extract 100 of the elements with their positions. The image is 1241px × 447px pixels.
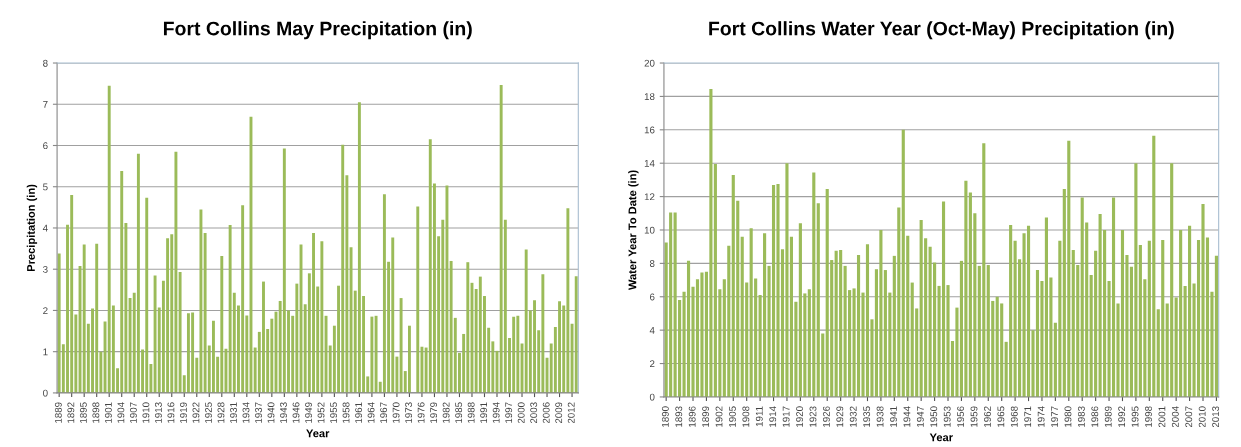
bar — [499, 84, 503, 393]
y-tick-label: 4 — [649, 326, 655, 334]
bar — [897, 207, 901, 397]
x-tick-label: 1998 — [1145, 406, 1152, 427]
y-tick-label: 8 — [649, 260, 655, 267]
bar — [1009, 224, 1013, 397]
y-tick-label: 0 — [649, 393, 655, 401]
bar — [199, 209, 203, 393]
x-tick-label: 1979 — [430, 402, 438, 423]
x-tick-label: 2006 — [542, 402, 550, 424]
bar — [727, 245, 731, 397]
x-tick-label: 1926 — [822, 406, 830, 427]
bar — [771, 184, 776, 397]
bar — [731, 174, 735, 397]
bar — [798, 223, 802, 397]
bar — [995, 296, 999, 397]
x-tick-label: 1947 — [916, 406, 924, 427]
x-tick-label: 1973 — [405, 402, 413, 423]
bar — [466, 262, 470, 393]
bar — [856, 255, 861, 397]
bar — [740, 236, 744, 397]
bar — [1179, 229, 1183, 397]
x-tick-label: 2013 — [1212, 406, 1220, 428]
x-tick-label: 1967 — [380, 402, 388, 423]
x-tick-label: 2010 — [1198, 406, 1206, 428]
bar — [516, 315, 520, 393]
x-tick-label: 1932 — [849, 406, 857, 427]
bar — [295, 283, 299, 393]
x-tick-label: 1896 — [688, 406, 696, 427]
x-tick-label: 1907 — [129, 402, 137, 423]
x-tick-label: 1953 — [943, 406, 951, 427]
x-tick-label: 1920 — [796, 406, 803, 427]
bar — [357, 102, 361, 393]
bar — [785, 163, 789, 397]
bar — [416, 206, 420, 393]
x-tick-label: 1937 — [255, 402, 262, 423]
bar — [1152, 135, 1156, 397]
bar — [136, 153, 140, 393]
x-tick-label: 1934 — [242, 402, 250, 423]
x-tick-label: 1925 — [205, 402, 212, 423]
y-tick-label: 7 — [43, 101, 48, 108]
bar — [883, 270, 887, 397]
bar — [512, 316, 516, 393]
bar — [95, 243, 99, 393]
x-tick-label: 1994 — [492, 402, 500, 423]
bar — [673, 212, 677, 397]
y-tick-label: 3 — [43, 265, 48, 273]
bar — [191, 312, 195, 393]
bar — [1094, 250, 1098, 397]
x-tick-label: 1995 — [1131, 406, 1139, 427]
x-tick-label: 1922 — [192, 402, 200, 423]
y-tick-label: 4 — [42, 224, 48, 232]
bar — [776, 184, 780, 397]
bar — [478, 276, 482, 393]
chart-title: Fort Collins Water Year (Oct-May) Precipitation (in) — [709, 21, 1174, 40]
bar — [749, 228, 753, 397]
x-tick-label: 1917 — [782, 406, 790, 427]
x-tick-label: 1899 — [702, 406, 710, 427]
bar — [1134, 163, 1138, 397]
x-tick-label: 1935 — [863, 406, 871, 427]
x-tick-label: 1982 — [442, 402, 450, 423]
bar — [834, 250, 838, 397]
y-tick-label: 12 — [644, 193, 655, 201]
bar — [700, 272, 704, 397]
x-tick-label: 1959 — [970, 406, 978, 427]
bar — [865, 244, 870, 397]
bar — [82, 244, 86, 393]
y-tick-label: 2 — [43, 307, 48, 314]
bar — [1170, 163, 1174, 397]
bar — [713, 164, 717, 397]
bar — [153, 275, 157, 393]
bar — [1138, 245, 1142, 397]
bar — [1058, 240, 1062, 397]
bar — [910, 282, 914, 397]
bar — [574, 276, 578, 393]
x-tick-label: 2000 — [517, 402, 525, 424]
bar — [1071, 250, 1075, 397]
x-tick-label: 1983 — [1077, 406, 1085, 427]
bar — [1214, 255, 1218, 397]
bar — [262, 281, 265, 393]
bar — [370, 316, 374, 393]
x-tick-label: 1905 — [729, 406, 736, 427]
bar — [1035, 270, 1040, 397]
bar — [941, 201, 946, 397]
y-tick-label: 8 — [43, 59, 48, 67]
x-tick-label: 1944 — [903, 406, 911, 427]
y-tick-label: 2 — [649, 360, 655, 368]
bar — [166, 238, 170, 393]
bar — [320, 241, 324, 393]
x-tick-label: 1919 — [179, 402, 187, 423]
bar — [107, 85, 111, 393]
bar — [763, 233, 767, 397]
bar — [1067, 140, 1071, 397]
x-tick-label: 1974 — [1037, 406, 1045, 427]
x-tick-label: 1914 — [769, 406, 777, 427]
x-tick-label: 1943 — [280, 402, 287, 423]
bar — [541, 274, 545, 393]
x-tick-label: 1968 — [1010, 406, 1018, 427]
x-tick-label: 1952 — [317, 402, 325, 423]
bar — [901, 129, 905, 397]
